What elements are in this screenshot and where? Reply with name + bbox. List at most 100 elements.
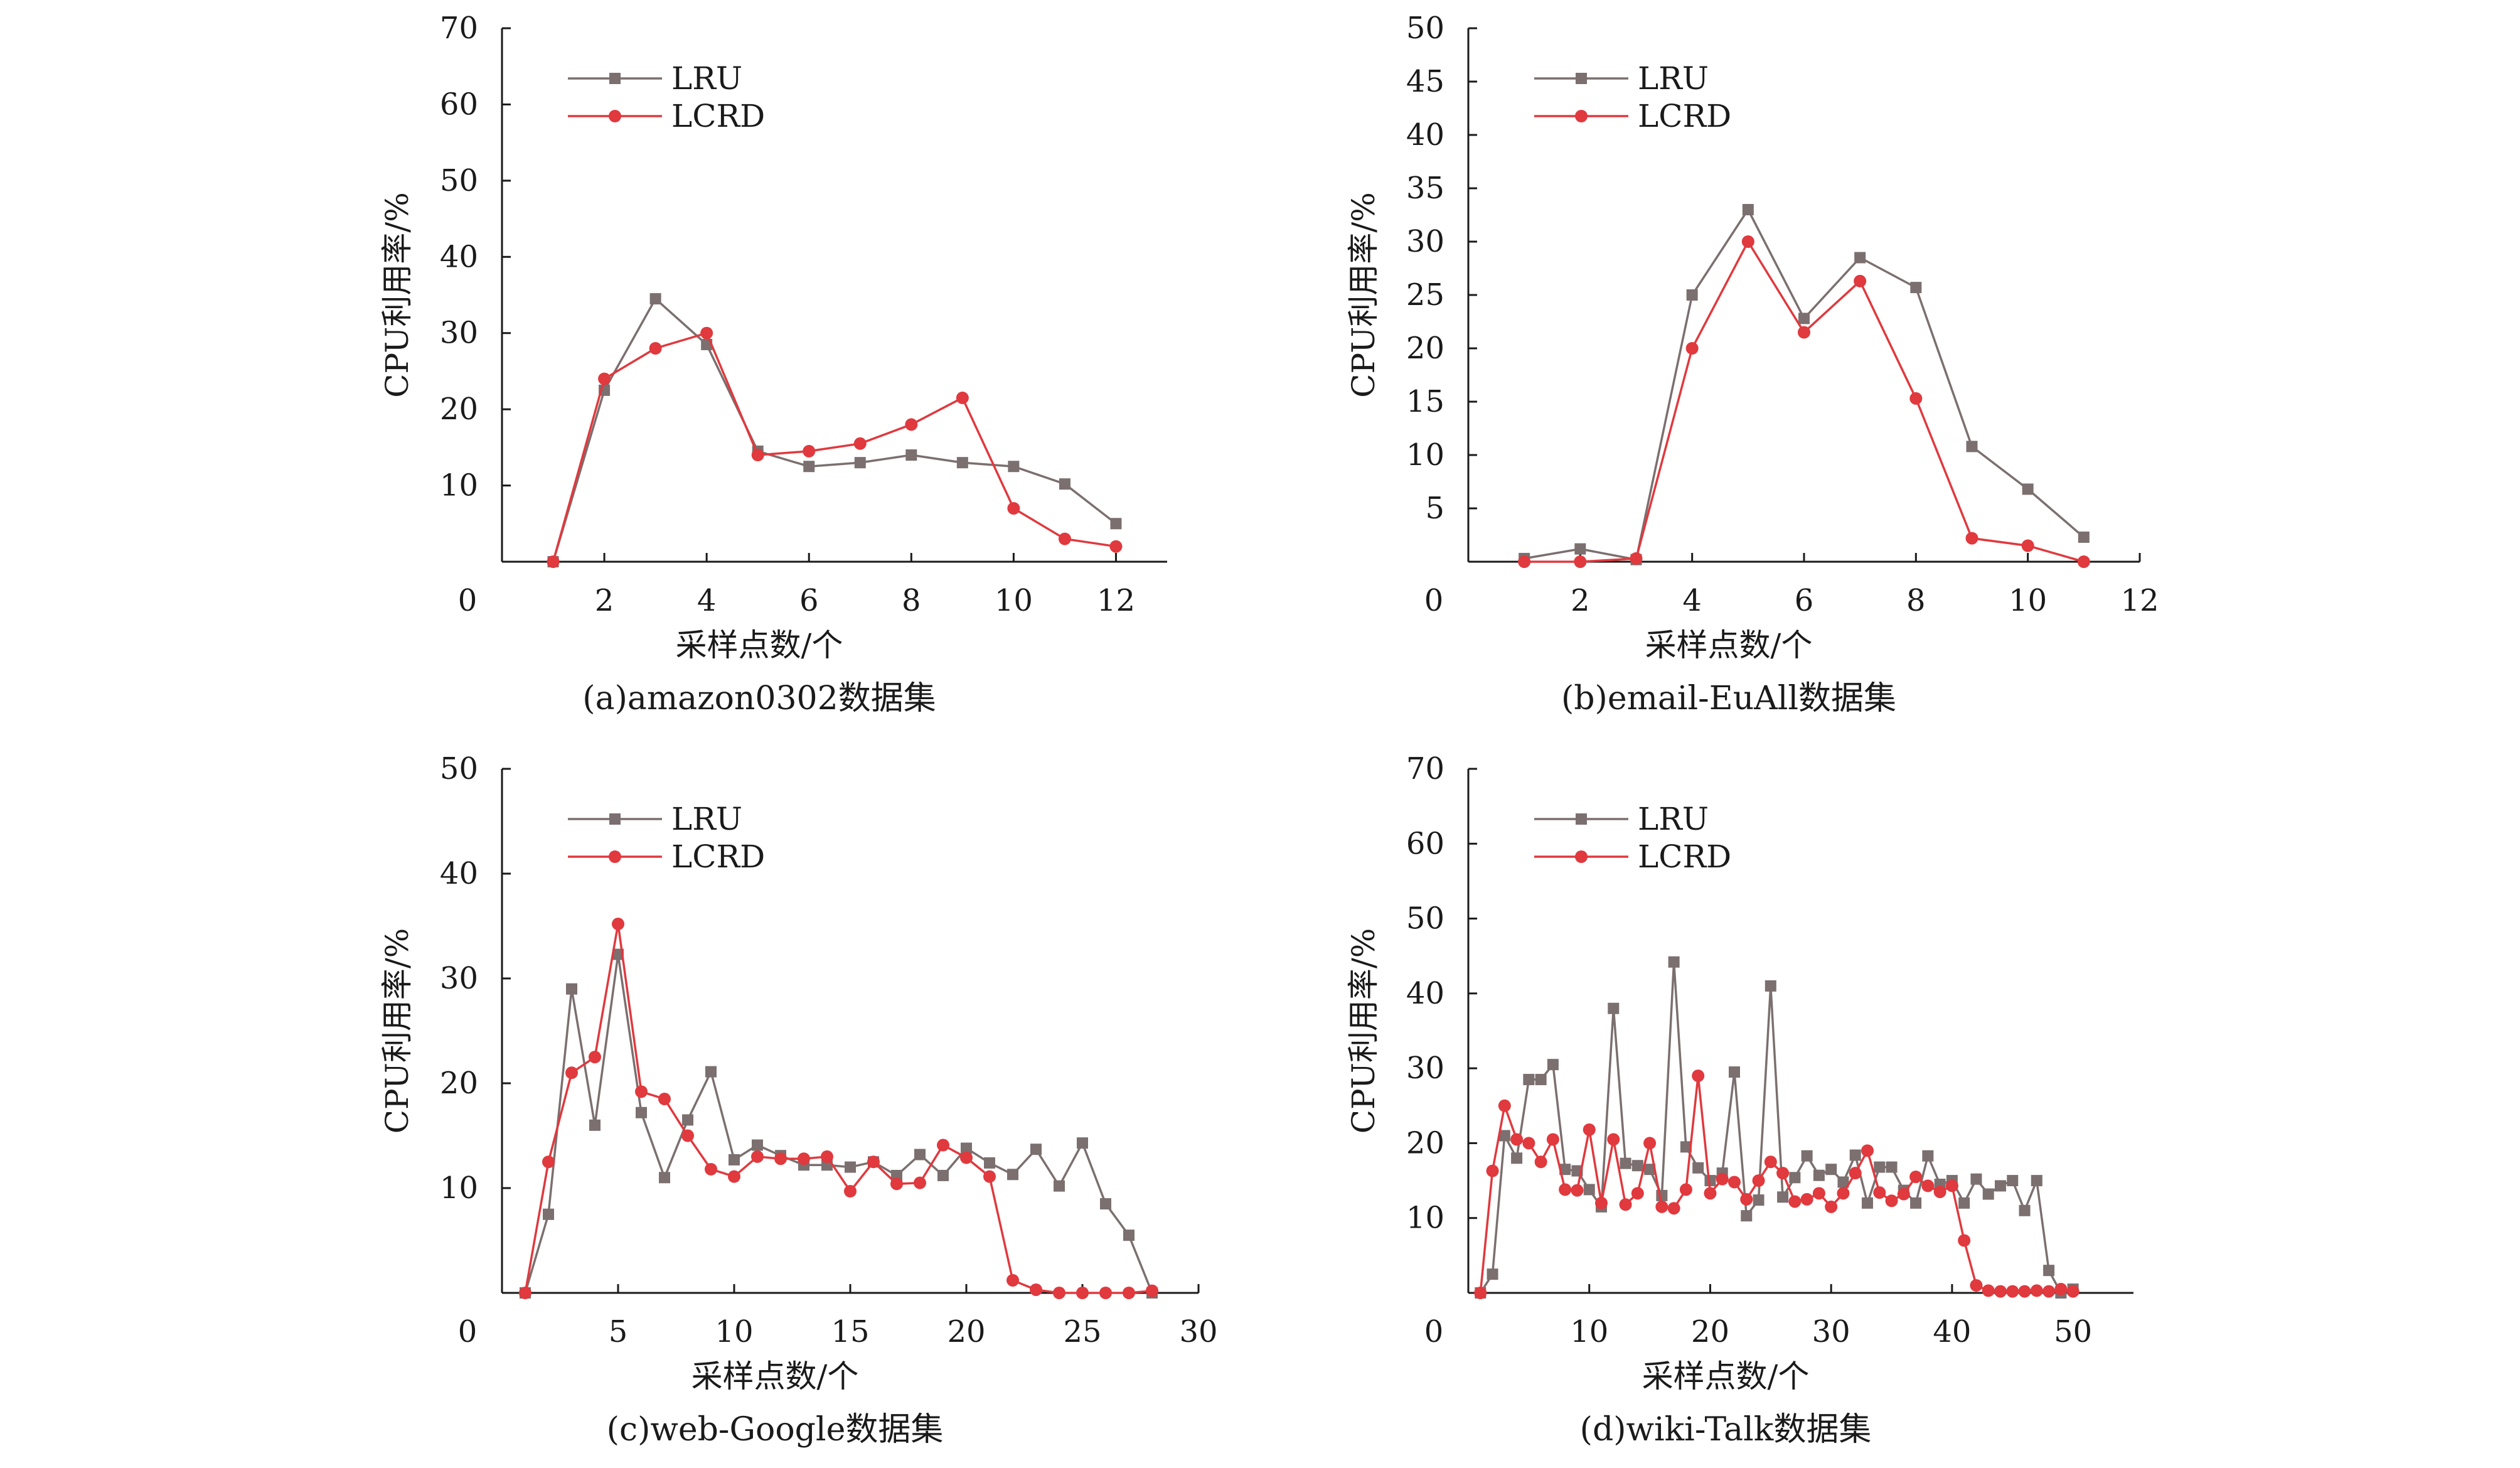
data-point-lcrd — [1099, 1287, 1112, 1299]
data-point-lru — [1110, 518, 1122, 530]
data-point-lcrd — [728, 1170, 740, 1183]
series-lru — [1519, 204, 2090, 565]
data-point-lru — [1910, 282, 1922, 294]
data-point-lcrd — [1885, 1194, 1898, 1208]
data-point-lcrd — [1849, 1167, 1862, 1180]
data-point-lcrd — [1522, 1137, 1535, 1150]
legend-marker — [1575, 850, 1588, 863]
data-point-lru — [1813, 1169, 1825, 1181]
x-tick-label: 15 — [831, 1314, 869, 1349]
legend-marker — [609, 73, 621, 84]
data-point-lru — [1631, 1160, 1643, 1172]
data-point-lcrd — [1006, 1273, 1019, 1287]
data-point-lcrd — [1619, 1198, 1632, 1211]
data-point-lcrd — [937, 1139, 949, 1152]
data-point-lcrd — [1655, 1200, 1668, 1213]
chart-panel-2: 5 10 15 20 25 30 35 40 45 50 2 4 6 8 10 12 0 CPU利用率/% 采样点数… — [1345, 11, 2159, 717]
data-point-lru — [1030, 1144, 1042, 1155]
x-tick-label: 10 — [2009, 583, 2047, 618]
data-point-lru — [1910, 1197, 1922, 1209]
x-tick-label: 5 — [609, 1314, 628, 1349]
data-point-lcrd — [2006, 1285, 2019, 1298]
y-axis-title: CPU利用率/% — [379, 192, 415, 398]
y-tick-label: 60 — [440, 87, 478, 122]
data-point-lcrd — [1607, 1133, 1620, 1146]
x-tick-label: 10 — [715, 1314, 753, 1349]
data-point-lru — [705, 1066, 717, 1078]
data-point-lcrd — [1474, 1287, 1487, 1299]
data-point-lcrd — [1873, 1186, 1886, 1199]
y-tick-label: 20 — [440, 1066, 478, 1101]
legend-marker — [609, 110, 621, 122]
data-point-lcrd — [1692, 1069, 1705, 1083]
data-point-lru — [752, 1139, 763, 1151]
data-point-lcrd — [1643, 1137, 1657, 1150]
series-lru — [520, 948, 1158, 1299]
x-axis-title: 采样点数/个 — [1642, 1358, 1810, 1395]
data-point-lru — [956, 457, 968, 469]
y-tick-label: 10 — [440, 468, 478, 503]
x-tick-label: 30 — [1179, 1314, 1217, 1349]
data-point-lru — [1692, 1162, 1704, 1174]
data-point-lcrd — [890, 1177, 903, 1191]
y-tick-label: 30 — [1406, 1051, 1444, 1086]
data-point-lcrd — [700, 326, 713, 340]
data-point-lcrd — [1667, 1202, 1680, 1215]
data-point-lru — [2078, 531, 2090, 543]
data-point-lcrd — [1994, 1285, 2007, 1298]
data-point-lcrd — [1740, 1192, 1753, 1206]
data-point-lcrd — [658, 1093, 671, 1106]
data-point-lru — [2031, 1175, 2042, 1187]
data-point-lcrd — [774, 1152, 787, 1165]
data-point-lru — [1123, 1230, 1135, 1241]
data-point-lcrd — [1897, 1187, 1910, 1201]
data-point-lru — [1874, 1161, 1886, 1173]
y-axis-title: CPU利用率/% — [379, 928, 415, 1134]
data-point-lcrd — [1571, 1184, 1584, 1197]
data-point-lru — [566, 983, 577, 995]
series-line-lcrd — [552, 331, 1116, 562]
y-tick-label: 10 — [1406, 437, 1444, 473]
data-point-lcrd — [1909, 392, 1923, 405]
series-lcrd — [1518, 235, 2090, 568]
data-point-lru — [1982, 1188, 1994, 1200]
data-point-lcrd — [867, 1155, 880, 1169]
data-point-lcrd — [853, 437, 867, 450]
data-point-lcrd — [1123, 1287, 1135, 1299]
x-tick-label: 8 — [902, 583, 921, 618]
data-point-lcrd — [547, 555, 560, 568]
data-point-lcrd — [2066, 1285, 2080, 1298]
x-tick-label: 40 — [1933, 1314, 1971, 1349]
data-point-lcrd — [914, 1176, 926, 1189]
data-point-lcrd — [1685, 342, 1699, 355]
y-tick-label: 25 — [1406, 277, 1444, 313]
y-tick-label: 10 — [440, 1171, 478, 1206]
data-point-lcrd — [1510, 1133, 1524, 1146]
data-point-lru — [1574, 543, 1586, 555]
data-point-lru — [729, 1154, 740, 1165]
y-tick-label: 40 — [440, 856, 478, 891]
data-point-lcrd — [1933, 1185, 1946, 1198]
data-point-lcrd — [1861, 1144, 1874, 1157]
data-point-lru — [1966, 441, 1978, 453]
data-point-lcrd — [844, 1185, 857, 1198]
data-point-lcrd — [1574, 555, 1587, 568]
y-tick-label: 45 — [1406, 64, 1444, 99]
series-lcrd — [519, 918, 1158, 1299]
x-tick-label: 10 — [995, 583, 1033, 618]
data-point-lru — [1008, 461, 1020, 473]
data-point-lcrd — [803, 444, 816, 458]
data-point-lru — [1837, 1176, 1849, 1188]
data-point-lcrd — [1716, 1172, 1729, 1186]
data-point-lru — [984, 1157, 995, 1169]
series-lru — [547, 293, 1122, 567]
data-point-lcrd — [598, 372, 611, 385]
y-tick-label: 70 — [1406, 751, 1444, 786]
origin-label: 0 — [1424, 583, 1444, 618]
panel-caption: (b)email-EuAll数据集 — [1561, 680, 1896, 717]
data-point-lcrd — [2042, 1285, 2056, 1298]
data-point-lru — [1644, 1164, 1656, 1176]
series-line-lcrd — [1524, 239, 2085, 563]
legend-label-lcrd: LCRD — [1638, 838, 1731, 875]
